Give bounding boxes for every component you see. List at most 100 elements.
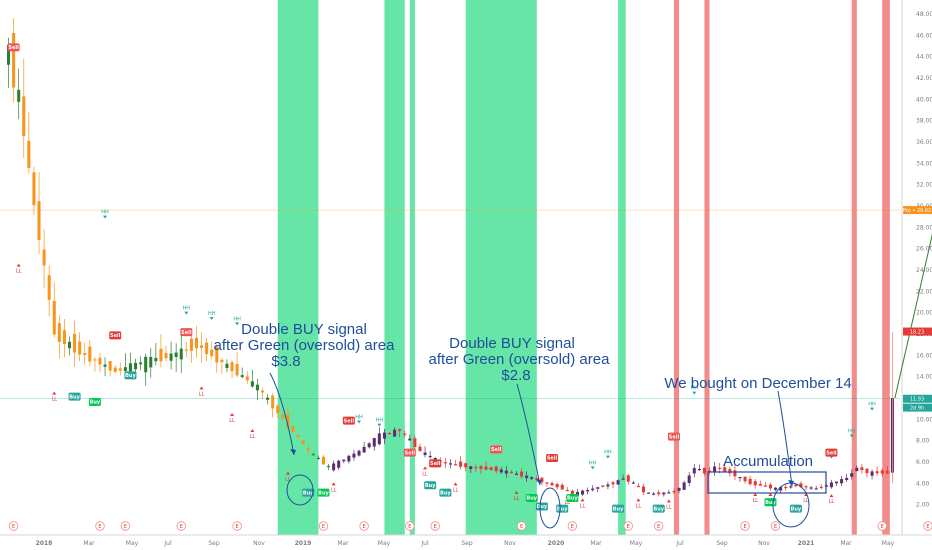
candle xyxy=(174,352,178,358)
y-tick-label: 2.00 xyxy=(916,502,930,509)
candle xyxy=(164,352,168,359)
x-tick-label: Sep xyxy=(208,540,220,547)
candle xyxy=(682,482,686,490)
candle xyxy=(784,486,788,489)
earnings-marker xyxy=(567,521,578,531)
candle xyxy=(266,397,270,400)
overbought-zone xyxy=(704,0,710,535)
x-tick-label: Mar xyxy=(83,540,95,547)
candle xyxy=(743,476,747,482)
sell-signal-label: Sell xyxy=(344,418,355,424)
earnings-label: E xyxy=(98,524,101,530)
x-tick-label: Nov xyxy=(504,540,516,547)
candle xyxy=(525,475,529,479)
y-tick-label: 8.00 xyxy=(916,438,930,445)
candle xyxy=(332,463,336,471)
sell-signal-badge xyxy=(403,448,416,457)
candle xyxy=(829,482,833,488)
x-axis: 2018 Mar May Jul Sep Nov 2019 Mar May Jul Sep Nov 20… xyxy=(36,540,895,547)
candle xyxy=(118,368,122,371)
hh-label: HH xyxy=(376,418,384,424)
candle xyxy=(179,348,183,360)
candle xyxy=(753,481,757,486)
candle xyxy=(601,485,605,487)
ll-label: LL xyxy=(752,498,758,504)
x-tick-label: May xyxy=(126,540,139,547)
y-tick-label: 42.00 xyxy=(916,75,932,82)
y-tick-label: 22.00 xyxy=(916,288,932,295)
buy-signal-badge xyxy=(525,494,538,502)
earnings-label: E xyxy=(926,524,929,530)
y-tick-label: 28.00 xyxy=(916,224,932,231)
y-tick-label: 14.00 xyxy=(916,374,932,381)
x-tick-label: Mar xyxy=(590,540,602,547)
buy-signal-badge xyxy=(88,398,101,406)
candle xyxy=(677,488,681,491)
ll-marker xyxy=(423,466,428,470)
earnings-label: E xyxy=(881,524,884,530)
candle xyxy=(687,475,691,483)
hh-marker xyxy=(103,215,108,219)
x-tick-label: May xyxy=(630,540,643,547)
earnings-marker xyxy=(623,521,633,531)
candle xyxy=(880,470,884,474)
buy-signal-badge xyxy=(124,371,137,380)
candle xyxy=(327,465,331,468)
candle xyxy=(367,443,371,448)
earnings-label: E xyxy=(774,524,777,530)
y-tick-label: 6.00 xyxy=(916,459,930,466)
candle xyxy=(758,483,762,486)
ll-label: LL xyxy=(453,487,459,493)
price-tag xyxy=(903,394,932,403)
buy-signal-badge xyxy=(789,504,802,513)
candle xyxy=(850,473,854,477)
candle xyxy=(733,470,737,477)
x-tick-label: Nov xyxy=(758,540,770,547)
ll-label: LL xyxy=(285,477,291,483)
candle xyxy=(819,486,823,489)
candle xyxy=(550,482,554,486)
y-tick-label: 40.00 xyxy=(916,96,932,103)
candle xyxy=(276,405,280,414)
y-tick-label: 34.00 xyxy=(916,160,932,167)
buy-signal-label: Buy xyxy=(613,506,624,512)
candle xyxy=(520,471,524,477)
buy-signal-label: Buy xyxy=(765,500,776,506)
candle xyxy=(108,361,112,371)
x-tick-label: May xyxy=(882,540,895,547)
candle xyxy=(301,440,305,445)
candle xyxy=(464,463,468,468)
candle xyxy=(514,473,519,475)
candle xyxy=(215,346,219,363)
hh-marker xyxy=(209,317,214,320)
candle xyxy=(260,390,265,393)
candle xyxy=(149,356,153,368)
buy-signal-label: Buy xyxy=(537,504,548,510)
earnings-label: E xyxy=(657,524,660,530)
candle xyxy=(42,249,46,266)
annotation-arrowhead xyxy=(536,479,542,485)
hh-label: HH xyxy=(604,450,612,456)
annotation-text: $3.8 xyxy=(271,353,300,370)
candle xyxy=(865,468,869,474)
buy-signal-badge xyxy=(535,502,548,511)
ll-marker xyxy=(16,263,21,267)
candle xyxy=(377,433,381,445)
earnings-marker xyxy=(318,521,329,531)
candle xyxy=(494,466,498,472)
candle xyxy=(763,485,767,487)
buy-signal-badge xyxy=(556,504,569,513)
x-tick-label: 2019 xyxy=(295,540,312,547)
earnings-marker xyxy=(8,521,19,531)
earnings-marker xyxy=(770,521,781,531)
hh-marker xyxy=(849,434,854,438)
annotation-text: Accumulation xyxy=(723,453,813,470)
earnings-marker xyxy=(176,521,186,531)
candle xyxy=(631,482,635,484)
sell-signal-label: Sell xyxy=(491,447,502,453)
candle xyxy=(789,486,793,488)
candle xyxy=(7,44,11,65)
sell-signal-badge xyxy=(180,328,193,337)
candles xyxy=(7,18,894,497)
